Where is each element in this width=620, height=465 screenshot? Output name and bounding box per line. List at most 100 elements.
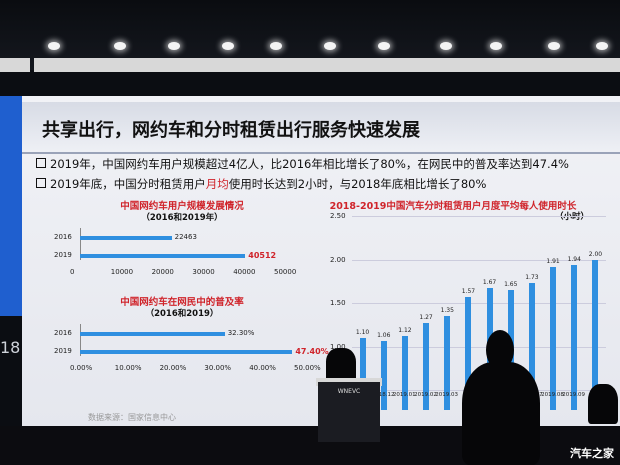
podium-label: WNEVC	[337, 388, 361, 395]
category-label: 2019.01	[392, 392, 416, 398]
bar	[80, 332, 225, 336]
ceiling-light	[168, 42, 180, 50]
bar	[401, 336, 408, 410]
data-label: 22463	[174, 233, 197, 241]
data-label: 47.40%	[295, 347, 329, 356]
data-label: 1.35	[440, 307, 454, 315]
tick-label: 1.00	[330, 342, 346, 351]
ceiling-light	[548, 42, 560, 50]
bullet-2-post: 使用时长达到2小时，与2018年底相比增长了80%	[228, 177, 487, 191]
bullet-1: 2019年，中国网约车用户规模超过4亿人，比2016年相比增长了80%，在网民中…	[36, 156, 569, 172]
category-label: 2019.02	[414, 392, 437, 398]
data-label: 40512	[248, 251, 277, 260]
bar	[571, 264, 578, 410]
data-label: 32.30%	[227, 329, 255, 337]
tick-label: 0.00%	[70, 364, 93, 372]
data-label: 1.91	[546, 258, 560, 266]
tick-label: 30.00%	[204, 364, 232, 372]
bar	[592, 259, 599, 410]
bar	[465, 296, 472, 410]
bar	[80, 236, 172, 240]
audience-silhouette	[462, 362, 540, 465]
data-label: 1.10	[355, 328, 370, 336]
tick-label: 50.00%	[294, 364, 321, 372]
data-label: 1.06	[377, 332, 391, 340]
truss	[34, 58, 620, 72]
y-axis	[80, 324, 81, 356]
data-label: 1.67	[482, 279, 497, 287]
title-band: 共享出行，网约车和分时租赁出行服务快速发展	[22, 102, 620, 154]
ceiling-light	[596, 42, 608, 50]
camera-silhouette	[588, 384, 618, 424]
tick-label: 1.50	[330, 299, 346, 307]
chart1-title: 中国网约车用户规模发展情况	[120, 201, 244, 212]
data-source: 数据来源：国家信息中心	[88, 413, 176, 422]
slide-title: 共享出行，网约车和分时租赁出行服务快速发展	[42, 120, 420, 141]
bullet-2: 2019年底，中国分时租赁用户月均使用时长达到2小时，与2018年底相比增长了8…	[36, 176, 486, 192]
ceiling-light	[114, 42, 126, 50]
ceiling-light	[490, 42, 502, 50]
bar	[528, 282, 535, 410]
tick-label: 40000	[233, 268, 256, 276]
tick-label: 10.00%	[114, 364, 142, 372]
podium	[318, 382, 380, 442]
data-label: 1.27	[419, 314, 433, 321]
left-screen-text: 18.	[0, 338, 26, 357]
tick-label: 50000	[274, 268, 297, 276]
bullet-box-icon	[36, 178, 46, 188]
data-label: 1.94	[567, 255, 581, 263]
tick-label: 30000	[192, 268, 215, 276]
chart2-title: 中国网约车在网民中的普及率	[120, 297, 244, 308]
ceiling-light	[440, 42, 452, 50]
tick-label: 40.00%	[249, 364, 276, 372]
chart1-subtitle: （2016和2019年）	[141, 213, 223, 223]
data-label: 1.73	[525, 273, 539, 281]
ceiling-light	[324, 42, 336, 50]
bullet-1-text: 2019年，中国网约车用户规模超过4亿人，比2016年相比增长了80%，在网民中…	[50, 157, 569, 171]
bar	[550, 267, 557, 410]
ceiling-light	[270, 42, 282, 50]
bar	[444, 316, 451, 410]
ceiling-light	[48, 42, 60, 50]
category-label: 2018.12	[371, 392, 395, 398]
category-label: 2019	[54, 347, 72, 355]
gridline	[352, 216, 606, 217]
bullet-2-pre: 2019年底，中国分时租赁用户	[50, 177, 206, 191]
truss-left	[0, 58, 30, 72]
watermark: 汽车之家	[570, 447, 614, 460]
category-label: 2016	[54, 233, 72, 241]
tick-label: 2.00	[330, 255, 346, 264]
tick-label: 2.50	[330, 212, 346, 220]
left-side-screen	[0, 96, 22, 316]
data-label: 2.00	[588, 250, 603, 258]
category-label: 2019.09	[562, 392, 585, 398]
chart3-title: 2018-2019中国汽车分时租赁用户月度平均每人使用时长	[329, 201, 577, 212]
speaker-silhouette	[326, 348, 356, 382]
category-label: 2016	[54, 329, 72, 337]
category-label: 2019.08	[541, 392, 564, 398]
bullet-box-icon	[36, 158, 46, 168]
gridline	[352, 303, 606, 304]
bar	[380, 341, 387, 410]
ceiling-light	[222, 42, 234, 50]
y-axis	[80, 228, 81, 260]
chart3-unit: （小时）	[554, 212, 589, 222]
bar	[359, 337, 366, 410]
tick-label: 0	[70, 268, 75, 276]
gridline	[352, 346, 606, 348]
data-label: 1.12	[398, 327, 412, 335]
chart2-subtitle: （2016和2019）	[145, 309, 219, 319]
tick-label: 10000	[110, 268, 134, 276]
gridline	[352, 259, 606, 261]
data-label: 1.65	[504, 280, 518, 288]
category-label: 2019.03	[435, 392, 458, 398]
bullet-2-highlight: 月均	[205, 177, 229, 191]
tick-label: 20000	[151, 268, 174, 276]
data-label: 1.57	[461, 287, 476, 295]
tick-label: 20.00%	[159, 364, 187, 372]
bar	[423, 323, 430, 410]
bar	[80, 350, 293, 354]
category-label: 2019	[54, 251, 72, 259]
bar	[80, 254, 246, 258]
ceiling-light	[378, 42, 390, 50]
